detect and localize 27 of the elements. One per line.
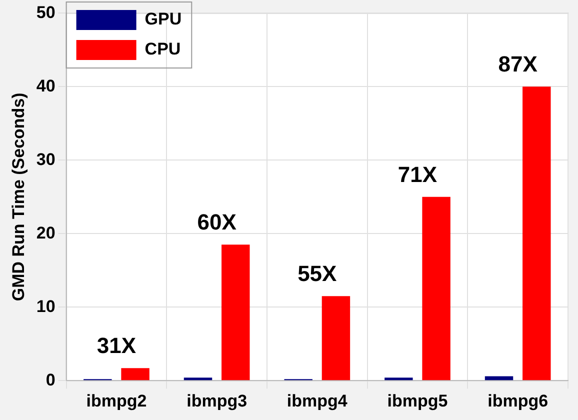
annotation: 55X xyxy=(298,261,338,286)
x-tick-label: ibmpg3 xyxy=(186,391,248,410)
bar xyxy=(222,244,250,380)
y-tick-label: 0 xyxy=(46,370,56,390)
x-tick-label: ibmpg6 xyxy=(488,391,548,410)
bar xyxy=(322,296,350,380)
legend-label: CPU xyxy=(144,40,181,59)
y-tick-label: 20 xyxy=(36,223,56,242)
bar xyxy=(121,368,150,380)
bar xyxy=(484,376,514,380)
bar xyxy=(522,86,551,380)
annotation: 87X xyxy=(498,52,538,77)
annotation: 60X xyxy=(197,210,237,235)
x-tick-label: ibmpg2 xyxy=(86,391,147,410)
annotation: 71X xyxy=(398,162,438,187)
y-tick-label: 40 xyxy=(36,76,56,96)
bar xyxy=(422,196,450,380)
x-tick-label: ibmpg4 xyxy=(286,391,348,410)
bar xyxy=(384,378,413,380)
y-tick-label: 50 xyxy=(36,2,56,22)
y-axis-title: GMD Run Time (Seconds) xyxy=(8,92,28,302)
annotation: 31X xyxy=(96,333,136,358)
y-tick-label: 30 xyxy=(36,150,56,169)
legend-label: GPU xyxy=(144,10,182,29)
x-tick-label: ibmpg5 xyxy=(387,391,448,410)
bar xyxy=(184,378,212,380)
y-tick-label: 10 xyxy=(36,296,56,316)
